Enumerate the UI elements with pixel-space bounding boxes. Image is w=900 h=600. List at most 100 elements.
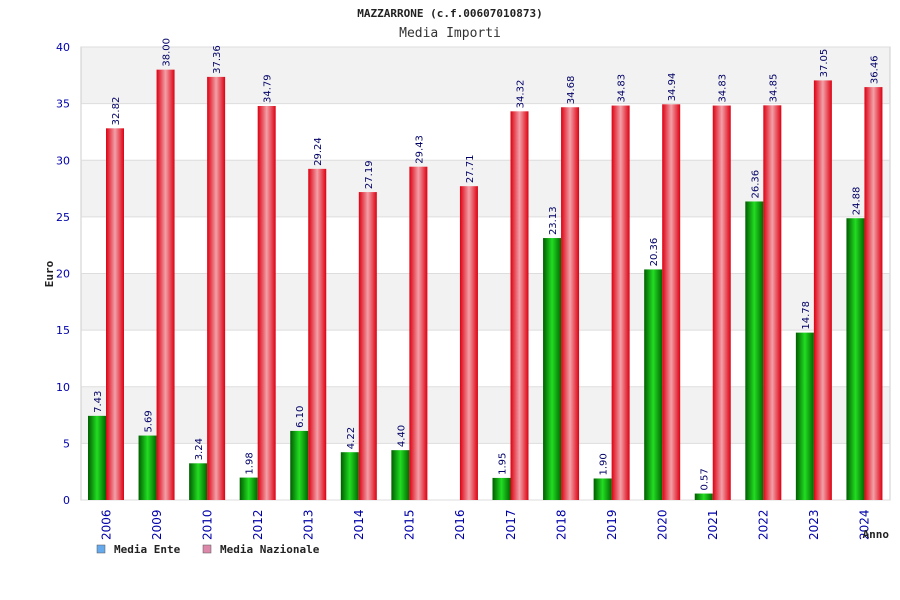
bar-media-nazionale — [561, 107, 580, 501]
data-label: 34.32 — [516, 80, 527, 109]
bars — [88, 69, 883, 501]
data-label: 32.82 — [111, 97, 122, 126]
data-label: 0.57 — [700, 468, 711, 490]
bar-media-nazionale — [257, 106, 276, 501]
x-tick-label: 2013 — [302, 509, 316, 540]
data-label: 20.36 — [649, 238, 660, 267]
x-tick-label: 2010 — [200, 509, 214, 540]
legend: Media Ente Media Nazionale — [96, 543, 320, 556]
data-label: 38.00 — [162, 38, 173, 67]
legend-swatch-media-ente — [96, 544, 106, 554]
data-label: 36.46 — [869, 55, 880, 84]
data-label: 29.43 — [414, 135, 425, 164]
chart-title: MAZZARRONE (c.f.00607010873) — [357, 7, 542, 20]
x-tick-label: 2019 — [605, 509, 619, 540]
data-label: 29.24 — [313, 137, 324, 166]
y-tick-label: 5 — [63, 437, 70, 450]
y-tick-label: 20 — [56, 268, 70, 281]
bar-media-ente — [239, 477, 258, 500]
bar-media-nazionale — [763, 105, 782, 500]
data-label: 34.94 — [667, 73, 678, 102]
y-tick-label: 15 — [56, 324, 70, 337]
data-label: 3.24 — [194, 438, 205, 460]
bar-media-ente — [88, 415, 106, 500]
bar-media-ente — [391, 450, 410, 500]
x-tick-label: 2024 — [858, 509, 872, 540]
bar-media-ente — [795, 332, 814, 500]
data-label: 34.83 — [617, 74, 628, 103]
data-label: 4.40 — [396, 425, 407, 447]
bar-media-nazionale — [106, 128, 124, 500]
x-tick-label: 2022 — [757, 509, 771, 540]
legend-label-media-nazionale: Media Nazionale — [220, 543, 320, 556]
x-axis-label: Anno — [863, 528, 890, 541]
y-tick-label: 25 — [56, 211, 70, 224]
data-label: 1.95 — [498, 453, 509, 475]
x-tick-label: 2018 — [554, 509, 568, 540]
bar-media-ente — [138, 435, 157, 500]
data-label: 34.79 — [263, 74, 274, 103]
bar-media-nazionale — [611, 105, 630, 501]
x-tick-label: 2017 — [504, 509, 518, 540]
bar-media-nazionale — [662, 104, 681, 500]
bar-media-ente — [745, 201, 764, 500]
bar-media-ente — [694, 493, 713, 500]
data-label: 27.71 — [465, 155, 476, 184]
data-label: 1.98 — [245, 452, 256, 474]
data-label: 37.36 — [212, 45, 223, 74]
bar-media-nazionale — [459, 186, 478, 500]
data-label: 26.36 — [750, 170, 761, 199]
chart-subtitle: Media Importi — [399, 26, 501, 41]
x-tick-label: 2012 — [251, 509, 265, 540]
y-tick-label: 10 — [56, 381, 70, 394]
bar-media-nazionale — [712, 105, 731, 501]
x-tick-label: 2016 — [453, 509, 467, 540]
legend-label-media-ente: Media Ente — [114, 543, 181, 556]
y-axis-label: Euro — [43, 260, 56, 287]
legend-swatch-media-nazionale — [202, 544, 212, 554]
y-tick-label: 30 — [56, 154, 70, 167]
y-tick-label: 0 — [63, 494, 70, 507]
bar-media-ente — [846, 218, 865, 500]
data-label: 27.19 — [364, 160, 375, 189]
bar-media-ente — [189, 463, 208, 500]
data-label: 1.90 — [599, 453, 610, 475]
data-label: 34.83 — [718, 74, 729, 103]
data-label: 37.05 — [819, 49, 830, 78]
x-tick-label: 2009 — [150, 509, 164, 540]
data-label: 24.88 — [851, 187, 862, 216]
x-tick-label: 2023 — [807, 509, 821, 540]
bar-media-nazionale — [207, 76, 226, 500]
y-tick-label: 40 — [56, 41, 70, 54]
data-label: 14.78 — [801, 301, 812, 330]
bar-media-nazionale — [813, 80, 832, 500]
data-label: 7.43 — [93, 391, 104, 413]
data-labels: 7.43 32.82 5.69 38.00 3.24 37.36 1.98 34.79 6.10… — [93, 38, 880, 491]
data-label: 4.22 — [346, 427, 357, 449]
bar-media-ente — [543, 238, 562, 501]
bar-media-ente — [290, 430, 309, 500]
bar-media-ente — [593, 478, 612, 500]
x-tick-label: 2014 — [352, 509, 366, 540]
bar-media-ente — [644, 269, 663, 500]
bar-media-nazionale — [358, 192, 377, 501]
data-label: 6.10 — [295, 406, 306, 428]
x-tick-label: 2021 — [706, 509, 720, 540]
data-label: 23.13 — [548, 206, 559, 235]
x-tick-label: 2015 — [403, 509, 417, 540]
bar-media-nazionale — [510, 111, 529, 501]
y-axis-ticks: 0 5 10 15 20 25 30 35 40 — [56, 41, 70, 507]
x-tick-label: 2020 — [655, 509, 669, 540]
bar-media-nazionale — [409, 166, 428, 500]
bar-media-nazionale — [156, 69, 175, 501]
data-label: 34.85 — [768, 74, 779, 103]
bar-media-ente — [340, 452, 359, 500]
data-label: 5.69 — [144, 410, 155, 432]
data-label: 34.68 — [566, 76, 577, 105]
bar-media-ente — [492, 477, 511, 500]
bar-media-nazionale — [864, 87, 883, 500]
x-axis-ticks: 2006 2009 2010 2012 2013 2014 2015 2016 2017 2018… — [99, 509, 871, 540]
y-tick-label: 35 — [56, 98, 70, 111]
x-tick-label: 2006 — [99, 509, 113, 540]
